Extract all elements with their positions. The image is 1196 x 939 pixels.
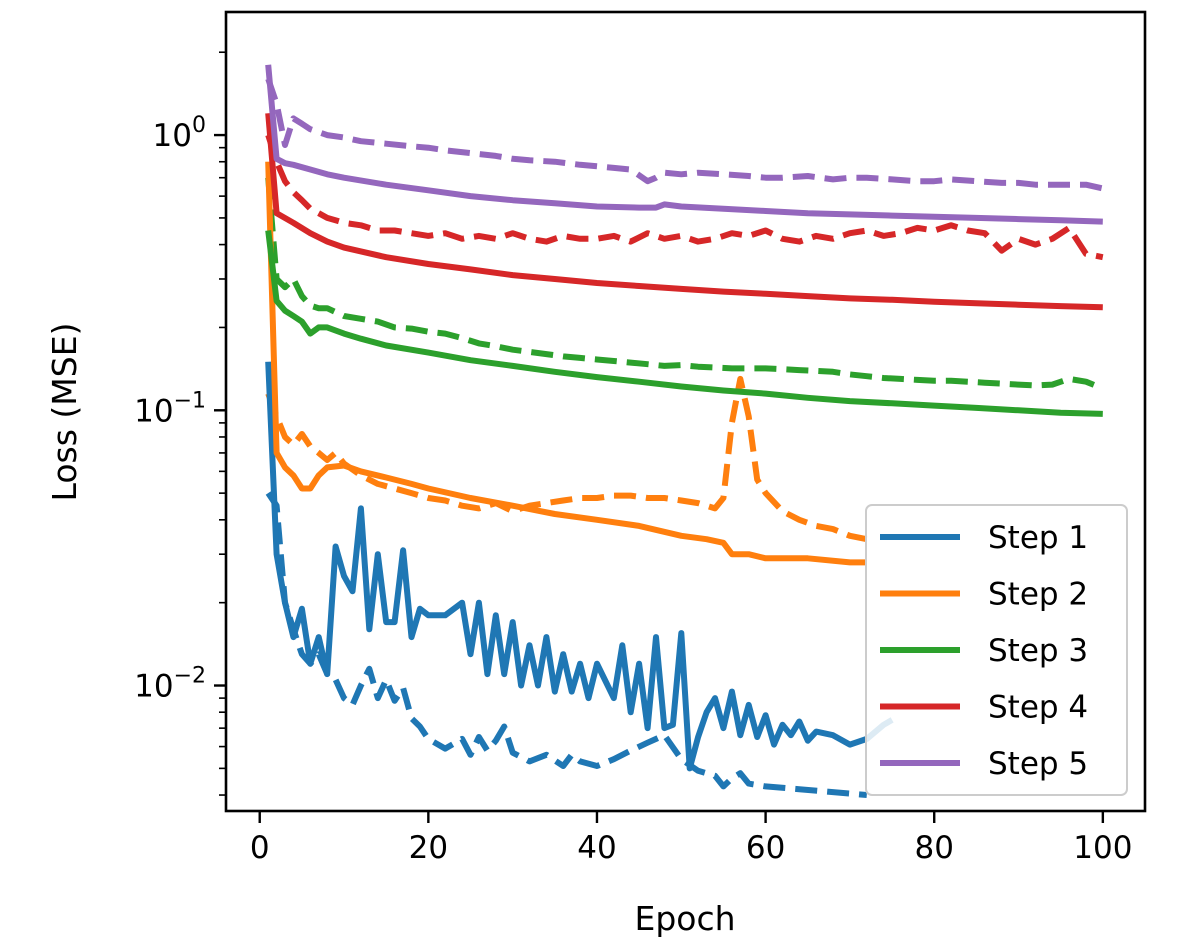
x-tick-label: 100 xyxy=(1073,830,1132,866)
x-axis-label: Epoch xyxy=(634,899,735,938)
x-tick-label: 60 xyxy=(746,830,785,866)
legend-label: Step 4 xyxy=(988,690,1088,726)
legend-label: Step 5 xyxy=(988,746,1088,782)
y-tick-label: 10−2 xyxy=(134,664,206,705)
x-tick-label: 0 xyxy=(250,830,270,866)
step-3-train-line xyxy=(265,230,1103,417)
step-1-validation-line xyxy=(265,491,868,798)
legend: Step 1 Step 2 Step 3 Step 4 Step 5 xyxy=(865,504,1128,796)
legend-label: Step 2 xyxy=(988,577,1088,613)
step-1-train-line xyxy=(265,361,894,772)
x-tick-label: 20 xyxy=(409,830,448,866)
y-axis: 10−2 10−1 100 xyxy=(134,51,226,796)
step-5-validation-line xyxy=(265,77,1104,192)
legend-label: Step 1 xyxy=(988,520,1088,556)
y-axis-label: Loss (MSE) xyxy=(45,323,84,502)
step-3-validation-line xyxy=(265,177,1104,392)
legend-label: Step 3 xyxy=(988,633,1088,669)
step-2-train-line xyxy=(265,161,867,566)
plot-frame xyxy=(224,10,1147,813)
series-layer xyxy=(265,64,1104,798)
x-tick-label: 80 xyxy=(914,830,953,866)
legend-box xyxy=(865,504,1128,796)
step-4-train-line xyxy=(265,113,1103,311)
step-4-validation-line xyxy=(265,134,1104,261)
step-5-train-line xyxy=(265,64,1103,225)
y-tick-label: 100 xyxy=(153,113,206,154)
y-tick-label: 10−1 xyxy=(134,388,206,429)
x-tick-label: 40 xyxy=(577,830,616,866)
step-2-validation-line xyxy=(265,375,868,543)
x-axis: 0 20 40 60 80 100 xyxy=(250,811,1132,866)
